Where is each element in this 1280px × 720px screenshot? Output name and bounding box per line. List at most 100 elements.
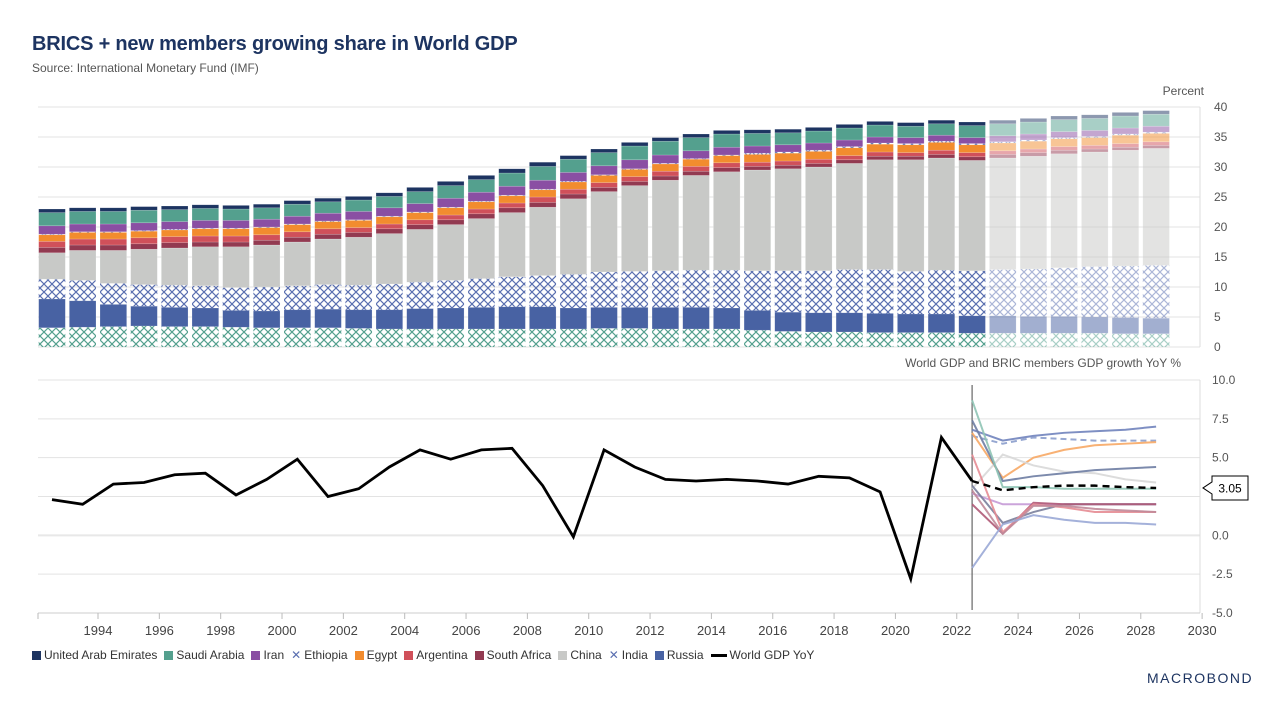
- bar-segment-ethiopia: [284, 224, 311, 225]
- bar-segment-south-africa: [1142, 145, 1170, 149]
- bar-segment-united-arab-emirates: [989, 119, 1017, 125]
- bar-segment-argentina: [161, 236, 189, 243]
- bar-segment-argentina: [1019, 148, 1048, 153]
- bar-segment-saudi-arabia: [835, 127, 864, 141]
- bar-segment-south-africa: [958, 156, 986, 161]
- bar-segment-russia: [283, 309, 311, 329]
- bar-segment-china: [130, 248, 158, 285]
- bar-segment-ethiopia: [437, 207, 465, 208]
- bar-segment-argentina: [866, 151, 894, 157]
- legend-item-united-arab-emirates: United Arab Emirates: [32, 648, 157, 662]
- bar-segment-ethiopia: [498, 195, 526, 196]
- bar-segment-iran: [498, 185, 526, 196]
- bar-stack-1994: [99, 207, 127, 347]
- bar-segment-iran: [805, 142, 833, 151]
- bar-stack-1998: [222, 205, 250, 347]
- bar-segment-iran: [283, 215, 311, 225]
- bar-segment-iran: [958, 137, 986, 144]
- bar-segment-egypt: [1081, 137, 1109, 146]
- bar-segment-iran: [191, 220, 219, 229]
- bar-segment-ethiopia: [222, 228, 250, 229]
- bar-stack-1995: [130, 206, 158, 347]
- bar-segment-china: [1111, 149, 1140, 267]
- last-value-label: 3.05: [1202, 475, 1249, 501]
- legend-swatch: [164, 650, 174, 660]
- bar-segment-iran: [38, 225, 66, 235]
- bar-segment-argentina: [498, 202, 526, 209]
- bar-segment-china: [866, 159, 894, 270]
- top-ytick-label: 15: [1214, 250, 1228, 264]
- bar-segment-iran: [590, 165, 618, 176]
- bar-segment-brazil: [38, 327, 66, 347]
- bar-stack-2015: [743, 129, 771, 347]
- x-tick-label: 2028: [1126, 623, 1155, 638]
- legend-swatch: [558, 650, 568, 660]
- x-tick-label: 2012: [636, 623, 665, 638]
- bar-segment-egypt: [743, 154, 771, 163]
- bar-segment-ethiopia: [744, 153, 771, 155]
- bar-segment-iran: [437, 197, 465, 208]
- x-tick-label: 1998: [206, 623, 235, 638]
- bar-segment-saudi-arabia: [682, 137, 710, 152]
- bar-segment-south-africa: [743, 166, 771, 171]
- bar-segment-south-africa: [927, 154, 956, 159]
- bar-segment-saudi-arabia: [774, 132, 802, 146]
- bar-segment-iran: [559, 172, 587, 182]
- bar-segment-argentina: [467, 208, 495, 215]
- bar-segment-china: [498, 212, 526, 278]
- bar-segment-egypt: [651, 163, 679, 172]
- bar-segment-argentina: [958, 152, 986, 158]
- bar-segment-egypt: [1142, 133, 1170, 143]
- bar-segment-saudi-arabia: [805, 130, 833, 144]
- bar-segment-india: [406, 282, 434, 309]
- bar-segment-china: [897, 159, 925, 272]
- legend-item-saudi-arabia: Saudi Arabia: [164, 648, 244, 662]
- bar-segment-south-africa: [253, 239, 281, 246]
- bar-segment-china: [375, 233, 403, 285]
- bar-segment-russia: [866, 313, 894, 333]
- bar-segment-ethiopia: [774, 152, 802, 154]
- bar-segment-brazil: [345, 328, 373, 347]
- bar-segment-ethiopia: [192, 228, 219, 229]
- bar-segment-egypt: [375, 216, 403, 225]
- bar-segment-iran: [1081, 130, 1109, 137]
- bar-segment-iran: [253, 218, 281, 228]
- bar-segment-united-arab-emirates: [621, 142, 649, 147]
- bar-stack-2027: [1111, 112, 1140, 347]
- bar-segment-china: [927, 157, 956, 271]
- bar-segment-ethiopia: [345, 219, 373, 221]
- bar-segment-india: [774, 270, 802, 313]
- bar-segment-russia: [1019, 316, 1048, 334]
- bar-segment-united-arab-emirates: [529, 161, 557, 167]
- bar-segment-iran: [314, 212, 342, 222]
- bar-segment-china: [958, 160, 986, 272]
- legend-hatch-icon: ✕: [291, 647, 302, 662]
- bar-segment-south-africa: [345, 232, 373, 238]
- bar-segment-india: [805, 270, 833, 313]
- bar-segment-iran: [375, 207, 403, 217]
- bar-segment-south-africa: [590, 187, 618, 192]
- bar-segment-argentina: [621, 176, 649, 182]
- bar-segment-saudi-arabia: [651, 140, 679, 156]
- last-value-box: [1202, 475, 1249, 501]
- top-ytick-label: 40: [1214, 100, 1228, 114]
- bar-segment-brazil: [897, 332, 925, 347]
- bar-segment-south-africa: [1081, 148, 1109, 153]
- top-ytick-label: 35: [1214, 130, 1228, 144]
- bar-segment-russia: [621, 307, 649, 329]
- bar-segment-united-arab-emirates: [498, 168, 526, 174]
- bar-segment-india: [69, 280, 96, 301]
- bar-segment-china: [989, 157, 1017, 270]
- bar-segment-egypt: [713, 155, 741, 164]
- bar-stack-2011: [621, 142, 649, 347]
- bar-segment-ethiopia: [713, 155, 741, 156]
- bar-segment-saudi-arabia: [406, 191, 434, 204]
- bar-segment-south-africa: [161, 242, 189, 249]
- bar-segment-united-arab-emirates: [314, 197, 342, 203]
- bar-segment-iran: [467, 191, 495, 202]
- bar-segment-china: [1019, 155, 1048, 270]
- bar-segment-south-africa: [130, 243, 158, 250]
- bar-segment-saudi-arabia: [437, 185, 465, 199]
- bar-segment-south-africa: [529, 202, 557, 208]
